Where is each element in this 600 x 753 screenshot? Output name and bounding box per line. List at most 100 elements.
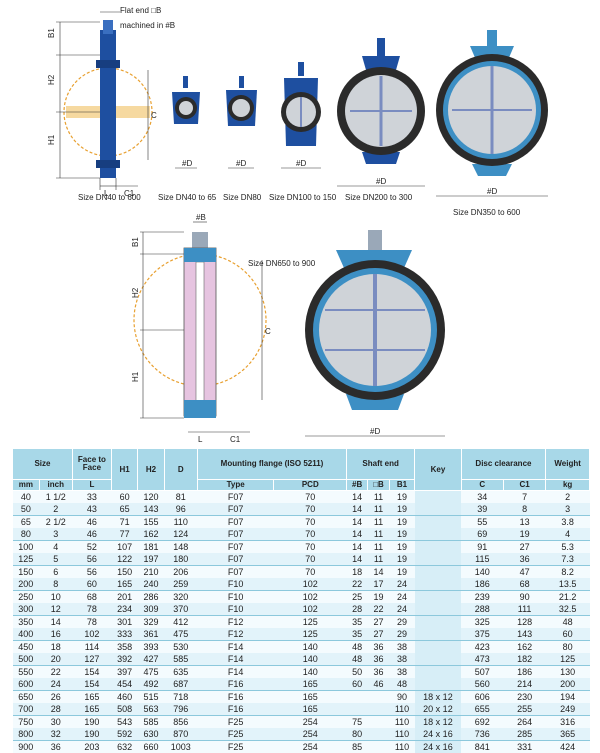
cell: 30 [39,716,72,729]
cell: 110 [389,741,414,753]
cell: F07 [197,553,274,566]
cell: 36 [368,641,390,654]
cell: 687 [164,678,197,691]
cell: 165 [72,703,111,716]
cell: 14 [368,566,390,579]
c-label: C [151,111,157,120]
cell: 249 [546,703,590,716]
svg-text:#D: #D [487,187,497,196]
cell: 18 x 12 [415,716,461,729]
cell: 259 [164,578,197,591]
col-face: Face to Face [72,449,111,480]
cell: 361 [138,628,164,641]
cell: 35 [347,616,368,629]
cell: 606 [461,691,503,704]
cell: 13 [503,516,545,529]
cell: 214 [503,678,545,691]
col-key: Key [415,449,461,491]
cell: 81 [164,491,197,504]
cell: 4 [546,528,590,541]
cell: 4 [39,541,72,554]
cell: 50 [13,503,40,516]
cell: 90 [389,691,414,704]
cell: 56 [72,553,111,566]
cell: 796 [164,703,197,716]
caption-dn350-600: Size DN350 to 600 [453,208,521,217]
cell: 39 [461,503,503,516]
cell: 210 [138,566,164,579]
cell: 90 [503,591,545,604]
cell: 154 [72,666,111,679]
cell [368,728,390,741]
svg-text:#D: #D [236,159,246,168]
cell: 240 [138,578,164,591]
cell: 34 [461,491,503,504]
cell: 543 [111,716,137,729]
cell: 125 [13,553,40,566]
cell: 110 [164,516,197,529]
cell: 397 [111,666,137,679]
cell: 115 [461,553,503,566]
cell: 592 [111,728,137,741]
cell: 285 [503,728,545,741]
svg-text:C1: C1 [230,435,241,444]
h1-label: H1 [47,134,56,145]
cell [368,703,390,716]
cell: 20 [39,653,72,666]
cell: 325 [461,616,503,629]
cell: 162 [138,528,164,541]
cell: 143 [503,628,545,641]
cell: 78 [72,616,111,629]
cell: 124 [164,528,197,541]
cell: 190 [72,716,111,729]
cell: 19 [368,591,390,604]
unit-8: #B [347,480,368,491]
cell: 254 [274,741,347,753]
cell: 68 [503,578,545,591]
cell: 508 [111,703,137,716]
cell: 110 [389,716,414,729]
cell: 60 [347,678,368,691]
cell: 190 [72,728,111,741]
caption-dn80: Size DN80 [223,193,262,202]
cell [347,703,368,716]
cell: 150 [111,566,137,579]
specification-table: Size Face to Face H1 H2 D Mounting flang… [12,448,590,753]
cell: 331 [503,741,545,753]
cell: 11 [368,528,390,541]
cell: 12 [39,603,72,616]
cell: 46 [368,678,390,691]
cell: 11 [368,491,390,504]
cell: 250 [13,591,40,604]
cell: 288 [461,603,503,616]
cell: 110 [389,703,414,716]
cell: 585 [138,716,164,729]
svg-text:#D: #D [376,177,386,186]
cell: F25 [197,741,274,753]
cell: 18 [39,641,72,654]
cell: 125 [274,628,347,641]
cell: 46 [72,516,111,529]
cell: 375 [461,628,503,641]
cell: 162 [503,641,545,654]
cell: 165 [274,703,347,716]
col-h2: H2 [138,449,164,491]
cell: 550 [13,666,40,679]
unit-14: kg [546,480,590,491]
cell: 692 [461,716,503,729]
cell: 200 [546,678,590,691]
cell: 254 [274,716,347,729]
cell [415,528,461,541]
cell: 140 [274,666,347,679]
cell: F14 [197,666,274,679]
cell [415,503,461,516]
cell: 29 [389,616,414,629]
